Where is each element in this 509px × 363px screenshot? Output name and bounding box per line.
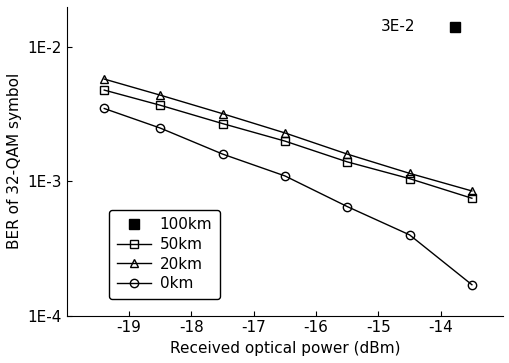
Text: 3E-2: 3E-2	[380, 19, 415, 34]
Y-axis label: BER of 32-QAM symbol: BER of 32-QAM symbol	[7, 73, 22, 249]
Legend: 100km, 50km, 20km, 0km: 100km, 50km, 20km, 0km	[109, 210, 220, 299]
X-axis label: Received optical power (dBm): Received optical power (dBm)	[169, 341, 400, 356]
